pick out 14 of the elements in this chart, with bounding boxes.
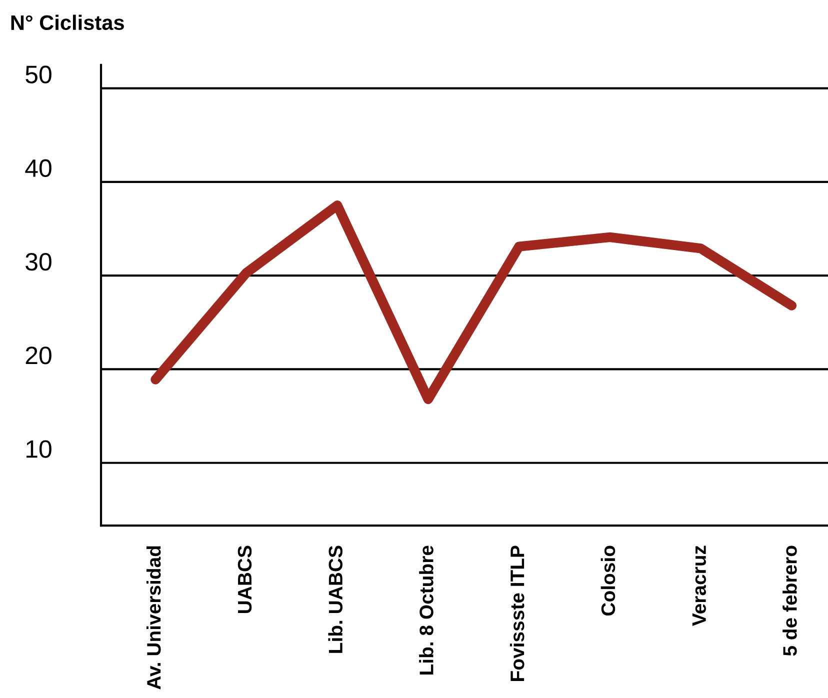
x-tick-label: Av. Universidad: [146, 546, 161, 690]
y-tick-label: 10: [26, 440, 52, 458]
y-axis-title: N° Ciclistas: [11, 14, 124, 30]
y-tick-label: 30: [26, 252, 52, 271]
x-tick-label: Colosio: [600, 546, 616, 616]
x-tick-label: 5 de febrero: [782, 546, 797, 656]
y-tick-label: 20: [26, 346, 52, 364]
x-tick-label: Lib. 8 Octubre: [419, 546, 434, 674]
y-tick-label: 40: [25, 159, 52, 178]
x-tick-label: Lib. UABCS: [328, 546, 343, 653]
y-tick-label: 50: [26, 66, 52, 84]
x-tick-label: Veracruz: [692, 546, 706, 626]
x-tick-label: Fovissste ITLP: [510, 546, 524, 681]
x-tick-label: UABCS: [238, 546, 252, 614]
